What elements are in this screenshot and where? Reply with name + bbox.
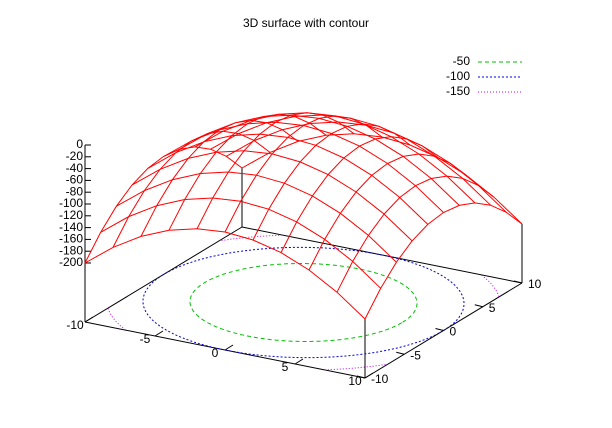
surface-column <box>224 115 383 233</box>
z-tick-label: -160 <box>59 232 83 246</box>
y-tick-label: 0 <box>450 325 457 339</box>
surface-row <box>100 197 382 289</box>
z-tick-label: -140 <box>59 220 83 234</box>
chart-title: 3D surface with contour <box>243 16 369 30</box>
surface-column <box>252 123 411 241</box>
x-tick-label: -5 <box>140 332 151 346</box>
y-tick-label: 10 <box>528 277 542 291</box>
y-tick <box>513 280 523 284</box>
surface-column <box>168 113 327 231</box>
x-tick-label: 0 <box>212 346 219 360</box>
z-tick-label: -100 <box>59 196 83 210</box>
x-tick <box>224 344 234 351</box>
surface-row <box>210 114 491 206</box>
z-tick-label: -200 <box>59 255 83 269</box>
legend-label: -150 <box>446 84 470 98</box>
surface-row <box>194 112 476 204</box>
base-edge <box>84 226 243 323</box>
surface-column <box>308 153 467 271</box>
x-tick-label: -10 <box>66 318 84 332</box>
z-tick-label: 0 <box>76 137 83 151</box>
surface-row <box>241 133 523 225</box>
surface-column <box>140 119 299 237</box>
contour <box>142 246 465 359</box>
x-tick <box>84 316 94 323</box>
legend-label: -100 <box>446 69 470 83</box>
contour <box>324 363 388 371</box>
x-tick-label: 5 <box>282 360 289 374</box>
z-tick-label: -180 <box>59 243 83 257</box>
z-tick-label: -80 <box>66 184 84 198</box>
contour <box>481 274 500 297</box>
legend-label: -50 <box>453 54 471 68</box>
surface-column <box>112 130 271 248</box>
x-tick <box>294 358 304 365</box>
surface-column <box>84 146 243 264</box>
contour <box>107 308 126 331</box>
y-tick <box>396 351 405 355</box>
y-tick-label: 5 <box>489 301 496 315</box>
surface-column <box>336 175 495 293</box>
surface-row <box>116 171 397 263</box>
z-tick-label: -60 <box>66 173 84 187</box>
surface-row <box>131 150 413 242</box>
surface-column <box>364 202 523 320</box>
x-tick-label: 10 <box>348 374 362 388</box>
contour <box>219 234 283 242</box>
surface-column <box>280 136 439 253</box>
contour <box>189 263 418 342</box>
z-tick-label: -40 <box>66 161 84 175</box>
y-tick <box>356 375 366 379</box>
y-tick <box>474 304 483 308</box>
x-tick <box>364 372 374 379</box>
y-tick-label: -10 <box>371 372 389 386</box>
z-tick-label: -20 <box>66 149 84 163</box>
z-tick-label: -120 <box>59 208 83 222</box>
y-tick-label: -5 <box>410 348 421 362</box>
x-tick <box>154 330 164 337</box>
y-tick <box>435 328 444 331</box>
